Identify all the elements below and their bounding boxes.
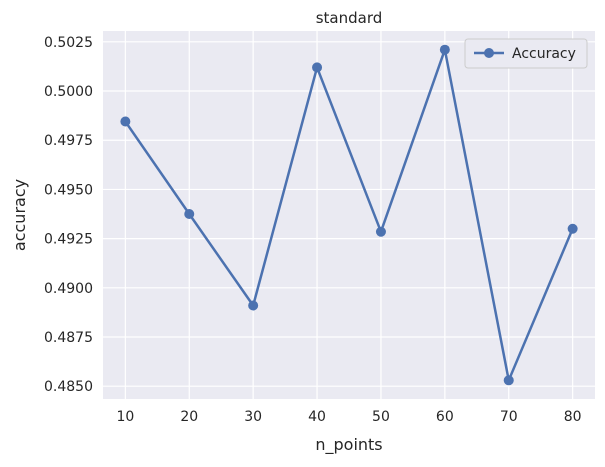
data-point <box>312 62 323 73</box>
x-tick-label: 20 <box>180 409 198 425</box>
y-tick-labels: 0.4850 0.4875 0.4900 0.4925 0.4950 0.4975 0.50… <box>44 35 93 395</box>
y-tick-label: 0.5025 <box>44 35 93 51</box>
x-tick-label: 70 <box>500 409 518 425</box>
series-line-group <box>120 44 578 386</box>
plot-area <box>103 31 595 399</box>
y-tick-label: 0.4925 <box>44 232 93 248</box>
data-point <box>503 375 514 386</box>
x-tick-label: 40 <box>308 409 326 425</box>
y-tick-label: 0.4875 <box>44 330 93 346</box>
y-axis-label: accuracy <box>10 179 29 251</box>
y-tick-label: 0.5000 <box>44 84 93 100</box>
data-point <box>184 209 195 220</box>
y-tick-label: 0.4900 <box>44 281 93 297</box>
data-point <box>120 116 131 127</box>
data-point <box>567 223 578 234</box>
x-tick-labels: 10 20 30 40 50 60 70 80 <box>116 409 581 425</box>
y-tick-label: 0.4975 <box>44 133 93 149</box>
x-tick-label: 30 <box>244 409 262 425</box>
y-tick-label: 0.4950 <box>44 182 93 198</box>
legend: Accuracy <box>464 38 588 69</box>
legend-box <box>464 38 588 69</box>
x-axis-label: n_points <box>315 435 382 455</box>
series-line <box>124 48 574 382</box>
x-tick-label: 80 <box>564 409 582 425</box>
data-point <box>248 300 259 311</box>
data-point <box>439 44 450 55</box>
x-tick-label: 50 <box>372 409 390 425</box>
data-point <box>375 226 386 237</box>
legend-label: Accuracy <box>512 46 576 62</box>
x-tick-label: 10 <box>116 409 134 425</box>
chart-title: standard <box>316 9 383 27</box>
x-tick-label: 60 <box>436 409 454 425</box>
gridlines <box>103 31 595 399</box>
y-tick-label: 0.4850 <box>44 379 93 395</box>
legend-point-marker <box>484 48 494 58</box>
